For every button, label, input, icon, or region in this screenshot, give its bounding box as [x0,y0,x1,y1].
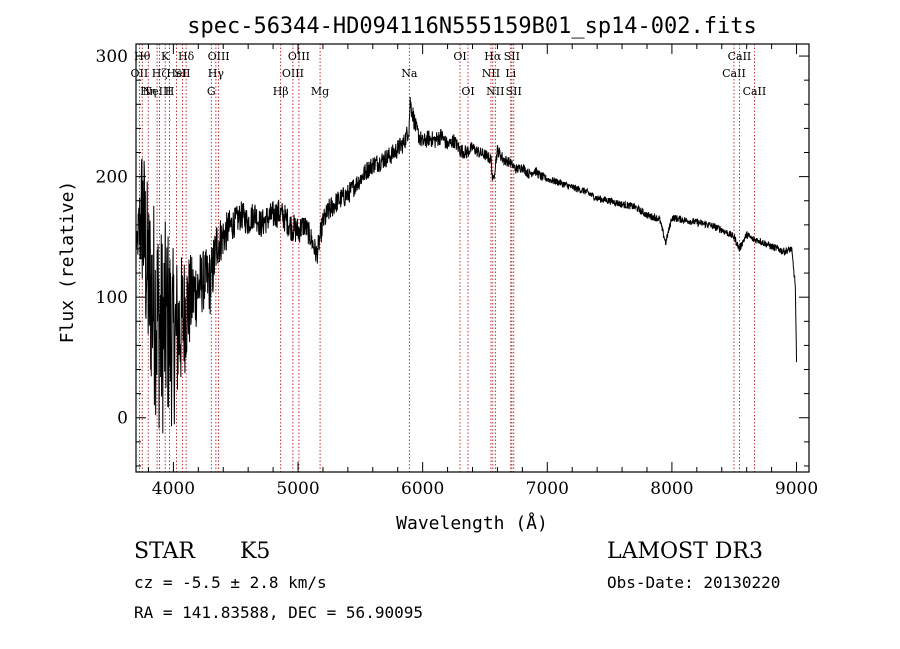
spectral-line-label: OIII [208,50,230,63]
spectrum-line-0 [135,97,798,434]
spectral-line-label: Mg [311,85,329,98]
spectral-line-label: Hη [140,85,156,98]
x-tick-label: 6000 [401,479,444,499]
spectral-line-label: SII [504,50,520,63]
survey-name: LAMOST DR3 [607,539,763,564]
spectral-line-label: Li [505,67,516,80]
spectral-line-label: NII [482,67,500,80]
spectral-line-label: Hγ [208,67,225,80]
spectral-line-label: OI [453,50,466,63]
x-tick-label: 7000 [526,479,569,499]
spectral-line-label: CaII [722,67,746,80]
spectral-line-label: OIII [282,67,304,80]
object-class: STAR [134,539,195,564]
y-tick-label: 100 [96,288,128,308]
x-tick-label: 4000 [152,479,195,499]
redshift-readout: cz = -5.5 ± 2.8 km/s [134,573,327,592]
spectral-subclass: K5 [240,539,271,564]
obs-date: Obs-Date: 20130220 [607,573,781,592]
spectral-line-label: OI [461,85,474,98]
y-axis-label: Flux (relative) [57,181,78,344]
y-tick-label: 200 [96,168,128,188]
x-axis-label: Wavelength (Å) [396,512,548,534]
spectral-line-label: OII [131,67,149,80]
x-tick-label: 5000 [276,479,319,499]
x-tick-label: 9000 [775,479,818,499]
x-tick-label: 8000 [650,479,693,499]
y-tick-label: 300 [96,47,128,67]
plot-frame [135,43,810,473]
axes: 4000 5000 6000 7000 8000 9000 0 100 200 300 [96,44,818,499]
spectral-line-label: NII [486,85,504,98]
spectral-line-label: Na [401,67,418,80]
spectral-line-markers: OIIHθHηNeIIIHζKHHeISIIHδGHγOIIIHβOIIIOII… [131,44,767,472]
spectral-line-label: Hδ [178,50,195,63]
spectral-line-label: H [165,85,175,98]
spectral-line-label: NeIII [142,85,171,98]
spectral-line-label: CaII [728,50,752,63]
coordinates-readout: RA = 141.83588, DEC = 56.90095 [134,603,423,622]
spectral-line-label: HeI [166,67,186,80]
spectral-line-label: Hζ [152,67,168,80]
spectrum-series [135,97,798,434]
spectral-line-label: K [161,50,170,63]
spectral-line-label: OIII [288,50,310,63]
spectral-line-label: G [207,85,216,98]
spectral-line-label: Hβ [273,85,289,98]
spectral-line-label: SII [506,85,522,98]
y-tick-label: 0 [117,409,128,429]
spectral-line-label: SII [174,67,190,80]
spectral-line-label: Hα [484,50,502,63]
chart-title: spec-56344-HD094116N555159B01_sp14-002.f… [187,14,757,39]
spectral-line-label: CaII [743,85,767,98]
